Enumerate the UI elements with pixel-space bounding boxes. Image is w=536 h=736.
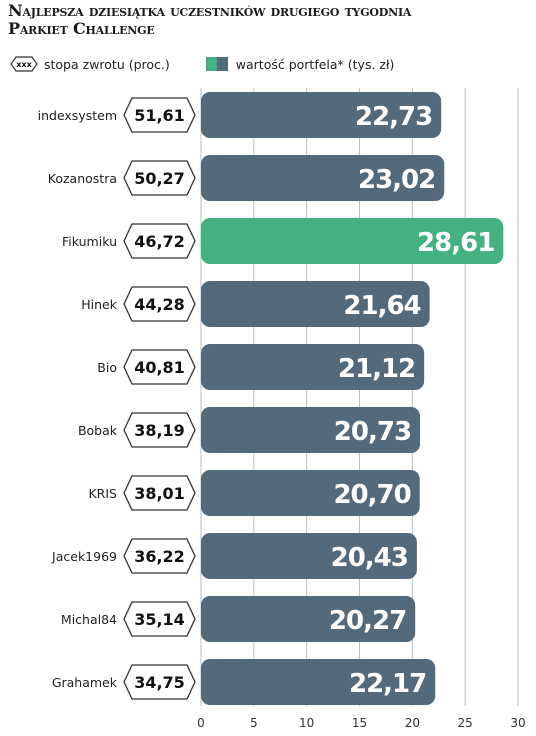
participant-name: KRIS [88,486,117,501]
bar [201,218,504,264]
chart-title: Najlepsza dziesiątka uczestników drugieg… [8,2,536,38]
x-tick-label: 25 [458,716,473,730]
x-tick-label: 15 [352,716,367,730]
return-badge [123,601,196,637]
participant-names: indexsystem Kozanostra Fikumiku Hinek Bio Bob… [38,108,118,690]
x-tick-label: 20 [405,716,420,730]
return-value-label: 34,75 [134,673,185,692]
participant-name: Grahamek [52,675,118,690]
participant-name: indexsystem [38,108,117,123]
x-axis: 0 5 10 15 20 25 30 [197,716,525,730]
return-badge [123,664,196,700]
return-badge [123,538,196,574]
return-badge [123,97,196,133]
return-value-label: 46,72 [134,232,185,251]
return-badge [123,286,196,322]
bar [201,155,445,201]
bar [201,470,420,516]
bar [201,281,430,327]
participant-name: Hinek [81,297,117,312]
chart-title-line-1: Najlepsza dziesiątka uczestników drugieg… [8,1,412,20]
bar-value-label: 21,64 [343,291,420,321]
return-badge [123,349,196,385]
return-value-label: 40,81 [134,358,185,377]
return-value-label: 51,61 [134,106,185,125]
return-value-label: 38,19 [134,421,185,440]
bar [201,533,417,579]
return-badges: 51,61 50,27 46,72 44,28 40,81 38,19 38,01 36,22… [123,97,196,700]
legend-return-label: stopa zwrotu (proc.) [44,56,170,72]
bar [201,92,442,138]
x-tick-label: 5 [250,716,258,730]
bar-value-label: 21,12 [338,354,415,384]
legend-hex-glyph: xxx [16,60,32,69]
x-tick-label: 0 [197,716,205,730]
participant-name: Jacek1969 [51,549,117,564]
bar-value-label: 22,17 [349,669,426,699]
bar-value-label: 28,61 [417,228,494,258]
bar-value-label: 20,27 [329,606,406,636]
x-tick-label: 10 [299,716,314,730]
return-badge [123,160,196,196]
bar-value-label: 20,43 [331,543,408,573]
legend-value-label: wartość portfela* (tys. zł) [235,56,395,72]
chart-title-line-2: Parkiet Challenge [8,19,155,38]
participant-name: Fikumiku [62,234,117,249]
bar-value-label: 20,73 [334,417,411,447]
x-tick-label: 30 [510,716,525,730]
legend: xxx stopa zwrotu (proc.) wartość portfel… [10,55,430,73]
legend-hex-icon: xxx [10,56,38,72]
return-value-label: 38,01 [134,484,185,503]
return-badge [123,412,196,448]
participant-name: Bobak [78,423,118,438]
legend-value-swatch [205,57,228,71]
return-value-label: 44,28 [134,295,185,314]
participant-name: Michal84 [61,612,117,627]
bar [201,407,421,453]
return-badge [123,475,196,511]
bars: 22,73 23,02 28,61 21,64 21,12 20,73 20,70 20,43… [201,92,504,705]
bar-value-label: 23,02 [358,165,435,195]
participant-name: Bio [97,360,117,375]
return-value-label: 35,14 [134,610,185,629]
bar [201,659,436,705]
return-value-label: 50,27 [134,169,185,188]
return-value-label: 36,22 [134,547,185,566]
bar [201,344,425,390]
return-badge [123,223,196,259]
bar-value-label: 20,70 [333,480,410,510]
participant-name: Kozanostra [48,171,117,186]
bar-value-label: 22,73 [355,102,432,132]
bar [201,596,416,642]
